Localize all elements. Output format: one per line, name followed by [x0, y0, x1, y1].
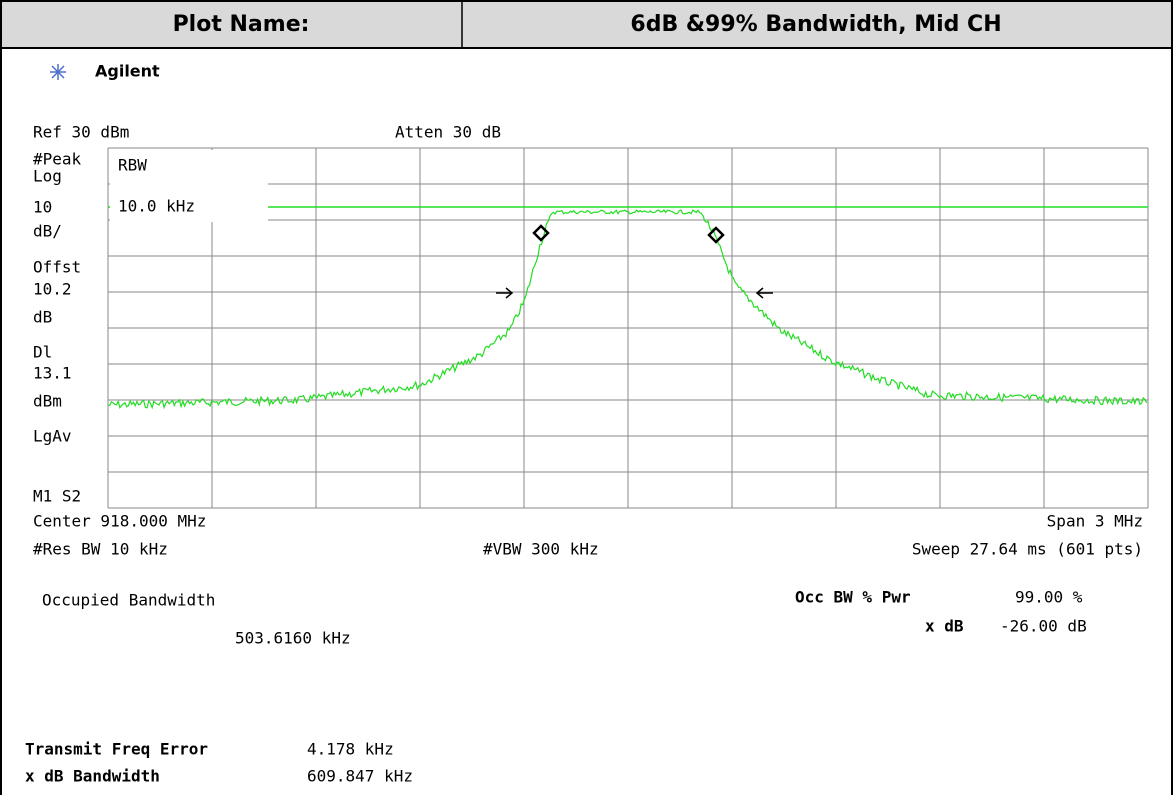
res-bw: #Res BW 10 kHz [33, 540, 168, 559]
side-label: Log [33, 167, 62, 186]
occ-pwr-value: 99.00 % [1015, 588, 1083, 607]
arrow-marker [755, 287, 773, 299]
result-title: Occupied Bandwidth [42, 591, 215, 610]
header-label: Plot Name: [173, 12, 310, 37]
occ-pwr-label: Occ BW % Pwr [795, 588, 911, 607]
span: Span 3 MHz [1047, 512, 1143, 531]
trace [107, 209, 1148, 410]
side-label: #Peak [33, 150, 82, 169]
result-value: 503.6160 kHz [235, 629, 351, 648]
rbw-label: RBW [118, 156, 147, 175]
side-label: M1 S2 [33, 487, 81, 506]
header-row [0, 0, 1173, 49]
side-label: 10 [33, 198, 52, 217]
side-label: Offst [33, 258, 81, 277]
summary-value: 609.847 kHz [307, 767, 413, 786]
marker [532, 224, 550, 242]
side-label: dBm [33, 392, 62, 411]
vbw: #VBW 300 kHz [483, 540, 599, 559]
center-freq: Center 918.000 MHz [33, 512, 206, 531]
summary-label: Transmit Freq Error [25, 740, 208, 759]
rbw-value: 10.0 kHz [118, 197, 195, 216]
side-label: Dl [33, 343, 52, 362]
side-label: dB/ [33, 222, 62, 241]
side-label: dB [33, 308, 52, 327]
rbw-box [110, 150, 268, 222]
arrow-marker [496, 287, 514, 299]
side-label: LgAv [33, 427, 72, 446]
brand-icon [50, 64, 66, 80]
xdb-value: -26.00 dB [1000, 617, 1087, 636]
side-label: 10.2 [33, 280, 72, 299]
sweep: Sweep 27.64 ms (601 pts) [912, 540, 1143, 559]
header-value: 6dB &99% Bandwidth, Mid CH [630, 12, 1001, 37]
summary-label: x dB Bandwidth [25, 767, 160, 786]
summary-value: 4.178 kHz [307, 740, 394, 759]
attenuation: Atten 30 dB [395, 123, 501, 142]
marker [707, 226, 725, 244]
ref-level: Ref 30 dBm [33, 123, 129, 142]
side-label: 13.1 [33, 364, 72, 383]
brand: Agilent [95, 62, 160, 81]
xdb-label: x dB [925, 617, 964, 636]
